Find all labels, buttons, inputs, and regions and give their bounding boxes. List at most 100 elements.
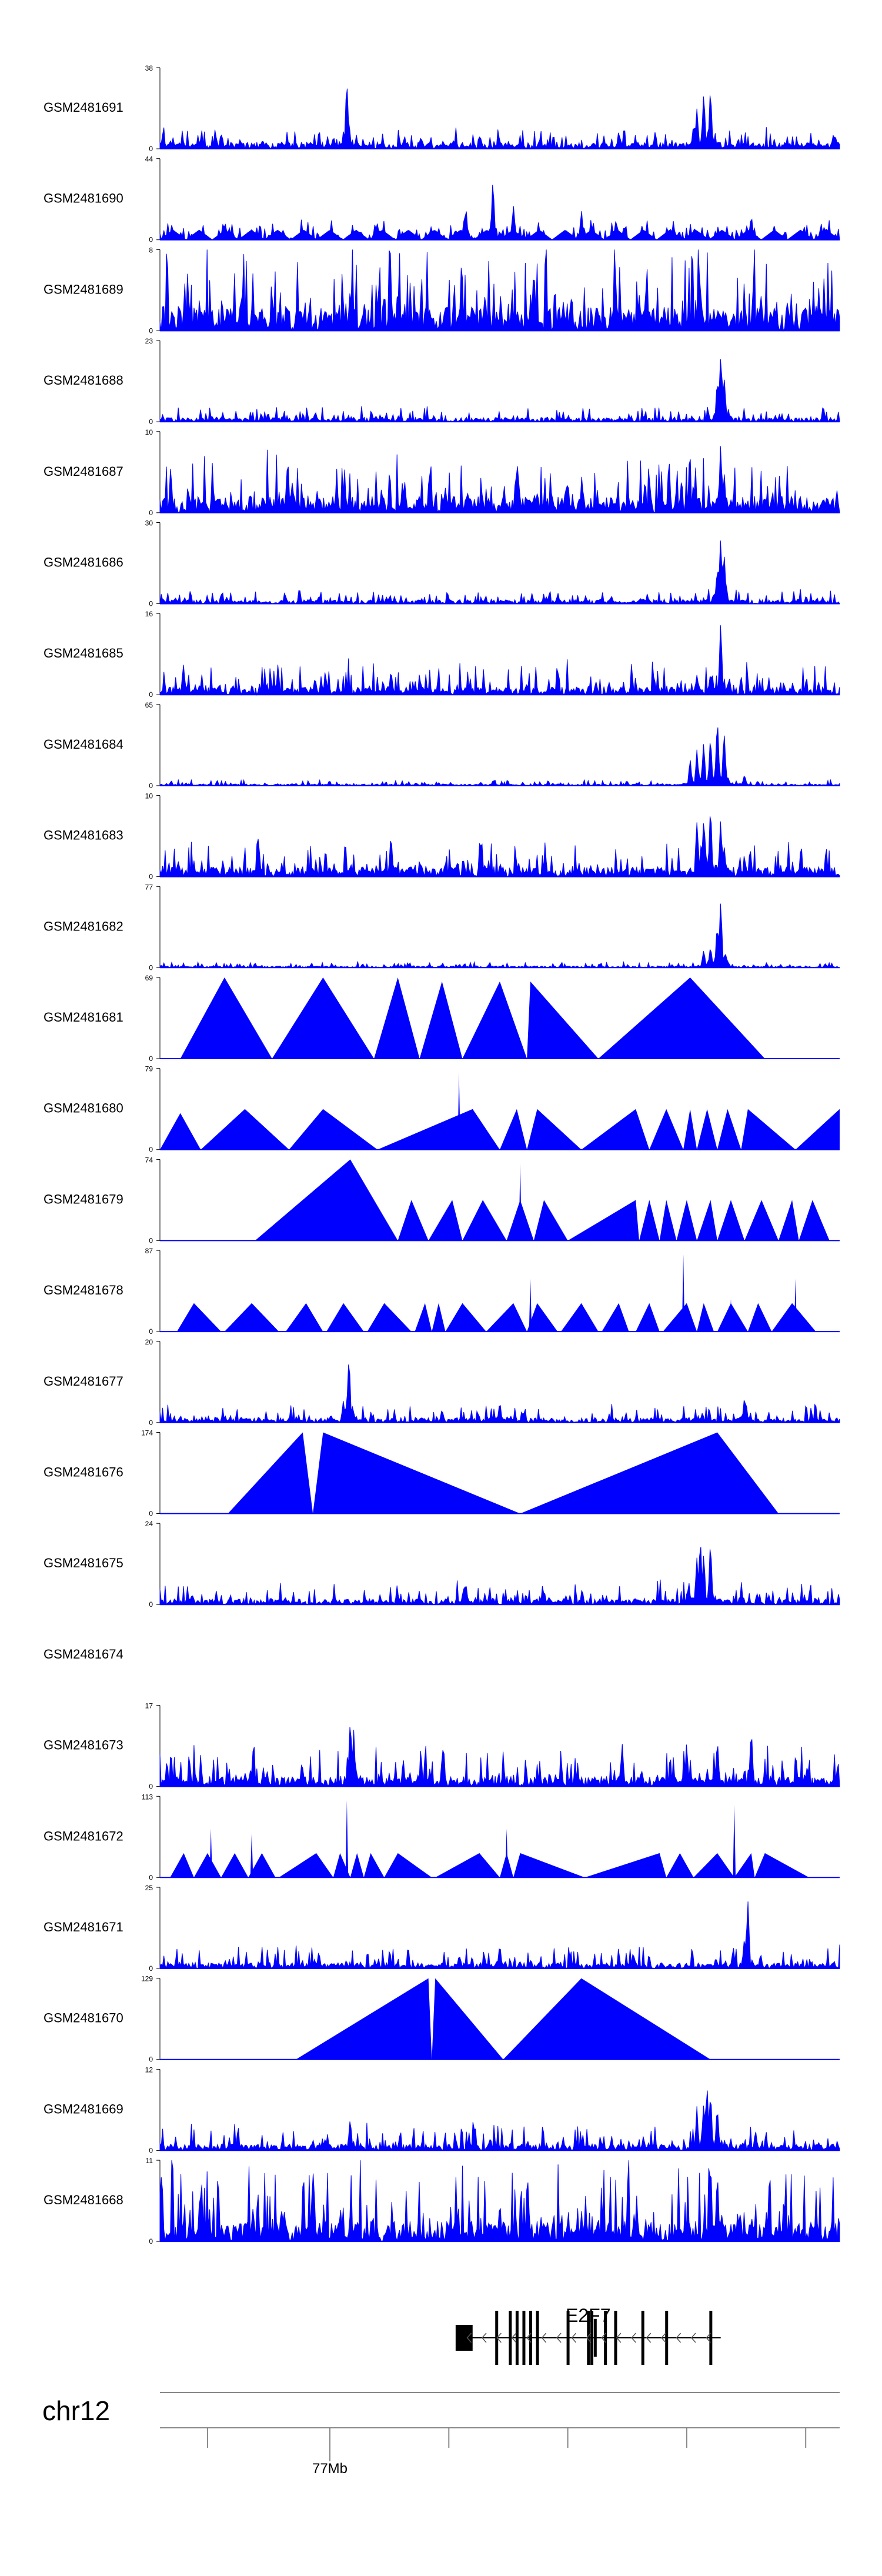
y-max-label: 8 [149,246,153,254]
track-GSM2481678: GSM2481678 87 0 [44,1247,840,1336]
signal-triangle [567,1200,639,1241]
y-max-label: 129 [141,1975,153,1983]
track-label: GSM2481687 [44,464,123,479]
y-min-label: 0 [149,1600,153,1609]
signal-peak [519,1163,522,1241]
signal-area [159,903,840,969]
strand-arrow [706,2333,711,2343]
signal-triangle [771,1303,816,1332]
signal-triangle [176,1303,221,1332]
track-label: GSM2481683 [44,828,123,843]
strand-arrow [496,2333,502,2343]
signal-area [159,249,840,332]
track-label: GSM2481681 [44,1010,123,1025]
track-GSM2481691: GSM2481691 38 0 [44,64,840,153]
signal-triangle [193,1853,221,1878]
signal-triangle [533,1200,568,1241]
strand-arrow [661,2333,666,2343]
y-min-label: 0 [149,236,153,244]
strand-arrow [676,2333,681,2343]
y-max-label: 174 [141,1429,153,1437]
signal-triangle [659,1200,677,1241]
signal-triangle [326,1303,364,1332]
signal-triangle [747,1303,772,1332]
signal-triangle [799,1200,830,1241]
gene-exon [590,2311,594,2365]
y-min-label: 0 [149,145,153,153]
signal-triangle [527,1109,582,1150]
signal-triangle [221,1853,249,1878]
signal-peak [681,1254,685,1332]
signal-triangle [432,1303,446,1332]
signal-peak [457,1072,460,1150]
signal-triangle [602,1303,629,1332]
y-max-label: 20 [145,1338,153,1346]
y-min-label: 0 [149,963,153,972]
track-label: GSM2481685 [44,646,123,660]
strand-arrow [556,2333,562,2343]
y-max-label: 17 [145,1702,153,1710]
track-label: GSM2481672 [44,1828,123,1843]
signal-triangle [272,977,375,1059]
track-label: GSM2481673 [44,1738,123,1753]
signal-triangle [279,1853,333,1878]
y-min-label: 0 [149,509,153,517]
y-min-label: 0 [149,690,153,699]
strand-arrow [631,2333,636,2343]
signal-area [159,2160,840,2242]
gene-exon [566,2311,570,2365]
signal-triangle [384,1853,432,1878]
strand-arrow [541,2333,547,2343]
y-max-label: 77 [145,883,153,891]
signal-triangle [581,1109,650,1150]
gene-exon [509,2311,512,2365]
y-min-label: 0 [149,1327,153,1336]
y-min-label: 0 [149,418,153,426]
y-max-label: 38 [145,64,153,72]
signal-area [159,1901,840,1970]
signal-tracks: GSM2481691380GSM2481690440GSM248168980GS… [44,64,840,2245]
signal-triangle [779,1200,799,1241]
y-max-label: 10 [145,792,153,800]
track-GSM2481669: GSM2481669 12 0 [44,2066,840,2154]
signal-area [159,446,840,514]
strand-arrow [616,2333,622,2343]
strand-arrow [526,2333,532,2343]
track-label: GSM2481682 [44,919,123,933]
track-label: GSM2481671 [44,1920,123,1934]
y-min-label: 0 [149,1783,153,1791]
signal-triangle [397,1200,429,1241]
y-min-label: 0 [149,326,153,335]
y-min-label: 0 [149,1236,153,1244]
track-GSM2481668: GSM2481668 11 0 [44,2157,840,2245]
signal-triangle [296,1978,432,2060]
signal-triangle [520,1432,779,1514]
signal-peak [505,1828,508,1878]
signal-triangle [744,1200,779,1241]
signal-triangle [500,1109,527,1150]
y-min-label: 0 [149,2056,153,2064]
signal-triangle [741,1109,796,1150]
gene-exon [515,2311,519,2365]
track-label: GSM2481669 [44,2101,123,2116]
track-GSM2481676: GSM2481676 174 0 [44,1429,840,1518]
y-min-label: 0 [149,1055,153,1063]
signal-triangle [697,1200,717,1241]
gene-utr-block [455,2325,473,2351]
signal-triangle [419,981,463,1059]
strand-arrow [466,2333,472,2343]
y-min-label: 0 [149,782,153,790]
track-GSM2481681: GSM2481681 69 0 [44,974,840,1063]
gene-exon [665,2311,669,2365]
signal-area [159,1727,840,1788]
track-label: GSM2481690 [44,191,123,206]
strand-arrow [646,2333,652,2343]
signal-triangle [754,1853,809,1878]
gene-model: E2F7 [455,2305,721,2365]
track-GSM2481670: GSM2481670 129 0 [44,1975,840,2064]
signal-triangle [224,1303,279,1332]
signal-triangle [676,1200,697,1241]
axis-tick-label: 77Mb [312,2461,348,2477]
y-max-label: 79 [145,1065,153,1073]
